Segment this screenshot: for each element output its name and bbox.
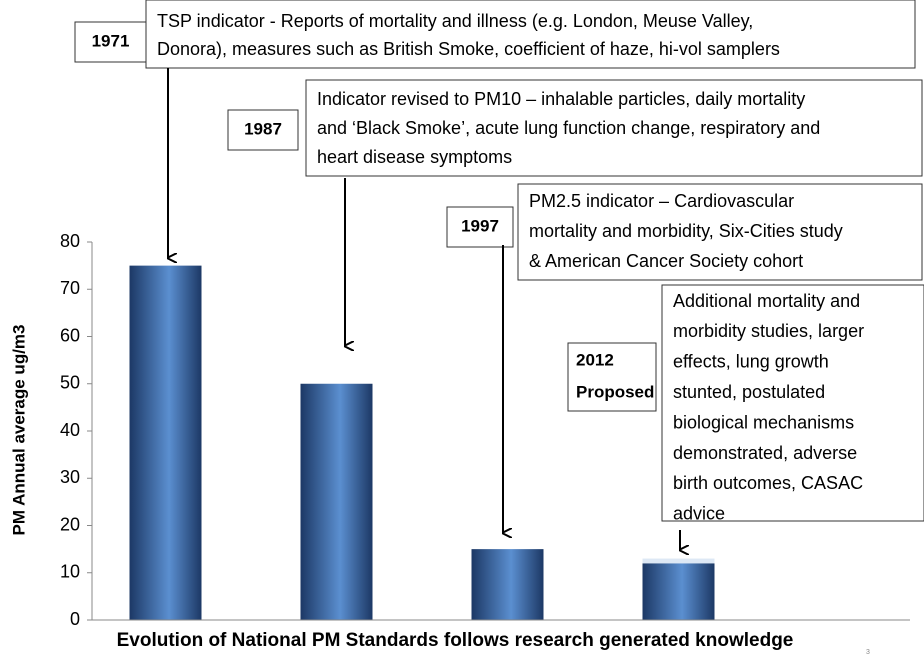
y-tick-label: 40 [60, 420, 80, 440]
year-label: 1971 [92, 31, 130, 50]
annotation-box [661, 284, 924, 522]
annotation-text: heart disease symptoms [317, 147, 512, 167]
annotation-text: Additional mortality and [673, 291, 860, 311]
year-box [446, 206, 514, 248]
year-label: 2012 [576, 350, 614, 369]
y-axis-title: PM Annual average ug/m3 [9, 325, 28, 536]
annotation-box [517, 183, 923, 281]
bar [642, 563, 715, 620]
year-box [227, 109, 299, 151]
annotation-text: birth outcomes, CASAC [673, 473, 863, 493]
annotation-text: PM2.5 indicator – Cardiovascular [529, 191, 794, 211]
y-tick-label: 80 [60, 231, 80, 251]
annotation-text: & American Cancer Society cohort [529, 251, 803, 271]
year-label: 1997 [461, 216, 499, 235]
page-number: 3 [866, 649, 870, 656]
annotation-text: Indicator revised to PM10 – inhalable pa… [317, 89, 805, 109]
annotation-text: TSP indicator - Reports of mortality and… [157, 11, 753, 31]
annotation-text: and ‘Black Smoke’, acute lung function c… [317, 118, 820, 138]
annotation-box [145, 0, 916, 69]
annotation-text: effects, lung growth [673, 352, 829, 372]
y-tick-label: 50 [60, 373, 80, 393]
year-box [74, 21, 147, 63]
y-tick-label: 30 [60, 467, 80, 487]
y-tick-label: 60 [60, 325, 80, 345]
y-tick-label: 0 [70, 609, 80, 629]
bar [129, 265, 202, 620]
annotation-text: mortality and morbidity, Six-Cities stud… [529, 221, 843, 241]
bar [300, 383, 373, 620]
annotation-text: Donora), measures such as British Smoke,… [157, 39, 780, 59]
year-label: 1987 [244, 119, 282, 138]
annotation-text: biological mechanisms [673, 412, 854, 432]
y-tick-label: 70 [60, 278, 80, 298]
y-tick-label: 20 [60, 514, 80, 534]
y-tick-label: 10 [60, 562, 80, 582]
annotation-text: morbidity studies, larger [673, 321, 864, 341]
annotation-box [305, 79, 923, 177]
year-label: Proposed [576, 382, 654, 401]
annotation-text: advice [673, 504, 725, 524]
bar [471, 549, 544, 620]
annotation-text: demonstrated, adverse [673, 443, 857, 463]
bar [642, 558, 715, 564]
annotation-text: stunted, postulated [673, 382, 825, 402]
x-axis-title: Evolution of National PM Standards follo… [117, 630, 794, 651]
year-box [567, 342, 657, 412]
